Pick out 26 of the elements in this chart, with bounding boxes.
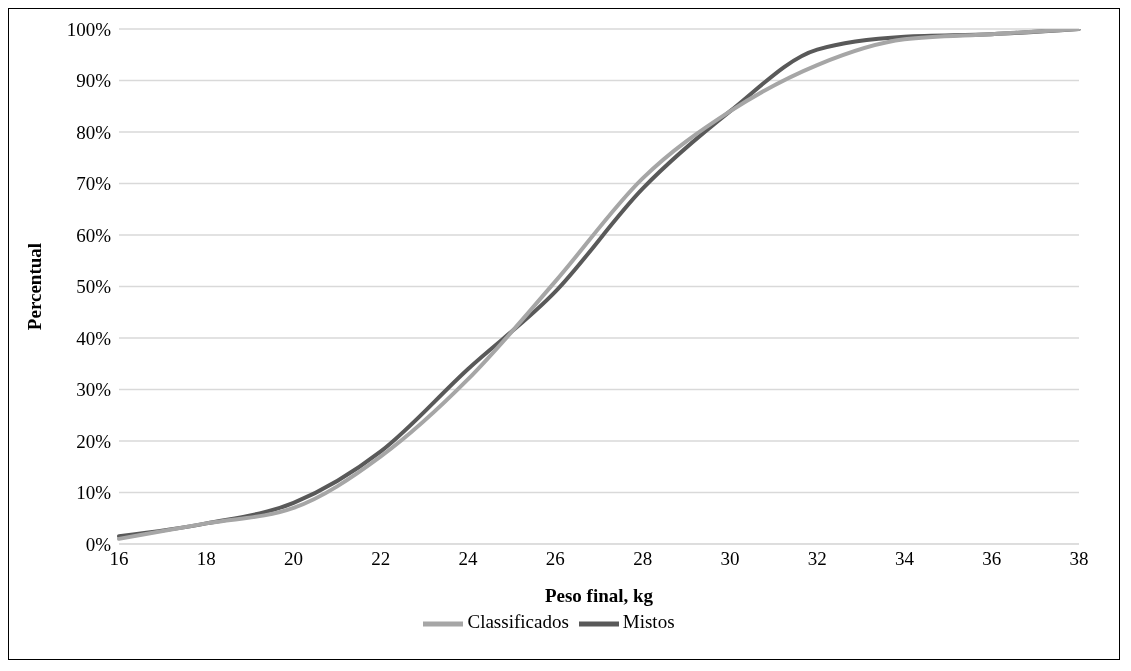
x-tick-label: 20 [284, 548, 304, 570]
x-axis-title: Peso final, kg [544, 585, 654, 606]
y-tick-label: 70% [76, 173, 112, 195]
x-tick-label: 26 [545, 548, 565, 570]
y-tick-label: 80% [76, 121, 112, 143]
y-tick-label: 90% [76, 70, 112, 92]
y-tick-label: 60% [76, 224, 112, 246]
y-tick-label: 10% [76, 482, 112, 504]
x-tick-label: 36 [982, 548, 1002, 570]
x-tick-label: 34 [894, 548, 915, 570]
x-tick-label: 30 [720, 548, 740, 570]
x-tick-label: 24 [458, 548, 479, 570]
x-tick-label: 22 [371, 548, 391, 570]
x-tick-label: 18 [196, 548, 216, 570]
x-tick-label: 38 [1069, 548, 1089, 570]
x-tick-label: 28 [633, 548, 653, 570]
x-tick-label: 32 [807, 548, 827, 570]
y-tick-label: 0% [85, 533, 112, 555]
y-tick-label: 100% [66, 18, 112, 40]
y-tick-label: 20% [76, 430, 112, 452]
y-tick-label: 30% [76, 379, 112, 401]
legend-label: Mistos [622, 611, 675, 633]
y-axis-title: Percentual [23, 242, 45, 331]
legend-label: Classificados [467, 611, 569, 633]
y-tick-label: 40% [76, 327, 112, 349]
y-tick-label: 50% [76, 276, 112, 298]
